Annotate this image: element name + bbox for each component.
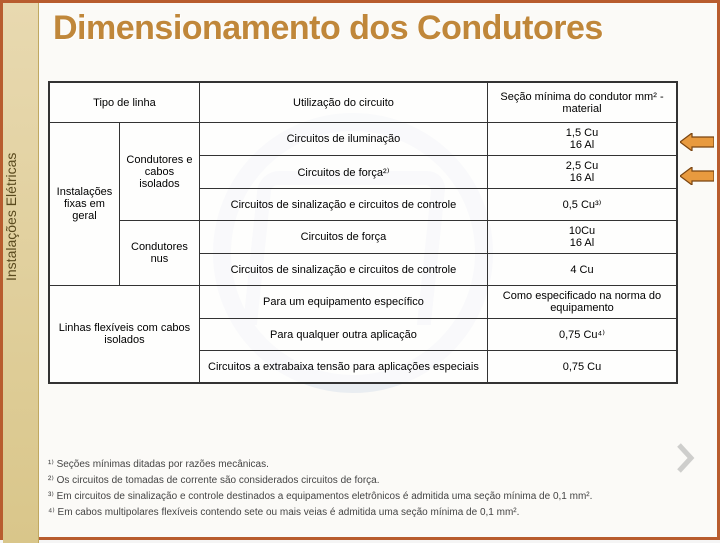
cell-v3: 0,5 Cu³⁾ (487, 189, 676, 221)
cell-instalacoes: Instalações fixas em geral (50, 123, 120, 286)
cell-v5: 4 Cu (487, 254, 676, 286)
header-tipo: Tipo de linha (50, 83, 200, 123)
cell-v1: 1,5 Cu 16 Al (487, 123, 676, 156)
highlight-arrow-1 (680, 133, 714, 151)
sidebar: Instalações Elétricas (3, 3, 39, 543)
cell-v8: 0,75 Cu (487, 351, 676, 383)
sidebar-label: Instalações Elétricas (3, 153, 19, 281)
cell-v7: 0,75 Cu⁴⁾ (487, 319, 676, 351)
cell-u1: Circuitos de iluminação (199, 123, 487, 156)
cell-u6: Para um equipamento específico (199, 286, 487, 319)
cell-u8: Circuitos a extrabaixa tensão para aplic… (199, 351, 487, 383)
footnote-4: ⁴⁾ Em cabos multipolares flexíveis conte… (48, 505, 688, 520)
highlight-arrow-2 (680, 167, 714, 185)
slide-frame: Instalações Elétricas Dimensionamento do… (0, 0, 720, 540)
next-chevron-icon (675, 443, 697, 473)
page-title: Dimensionamento dos Condutores (53, 9, 603, 48)
cell-u3: Circuitos de sinalização e circuitos de … (199, 189, 487, 221)
footnotes: ¹⁾ Seções mínimas ditadas por razões mec… (48, 457, 688, 521)
header-secao: Seção mínima do condutor mm² - material (487, 83, 676, 123)
cell-u7: Para qualquer outra aplicação (199, 319, 487, 351)
cell-u5: Circuitos de sinalização e circuitos de … (199, 254, 487, 286)
cell-isolados: Condutores e cabos isolados (119, 123, 199, 221)
cell-v2: 2,5 Cu 16 Al (487, 156, 676, 189)
cell-u2: Circuitos de força²⁾ (199, 156, 487, 189)
cell-flexiveis: Linhas flexíveis com cabos isolados (50, 286, 200, 383)
footnote-2: ²⁾ Os circuitos de tomadas de corrente s… (48, 473, 688, 488)
cell-nus: Condutores nus (119, 221, 199, 286)
cell-v6: Como especificado na norma do equipament… (487, 286, 676, 319)
cell-u4: Circuitos de força (199, 221, 487, 254)
footnote-1: ¹⁾ Seções mínimas ditadas por razões mec… (48, 457, 688, 472)
conductor-table: Tipo de linha Utilização do circuito Seç… (48, 81, 678, 384)
footnote-3: ³⁾ Em circuitos de sinalização e control… (48, 489, 688, 504)
header-utilizacao: Utilização do circuito (199, 83, 487, 123)
cell-v4: 10Cu 16 Al (487, 221, 676, 254)
